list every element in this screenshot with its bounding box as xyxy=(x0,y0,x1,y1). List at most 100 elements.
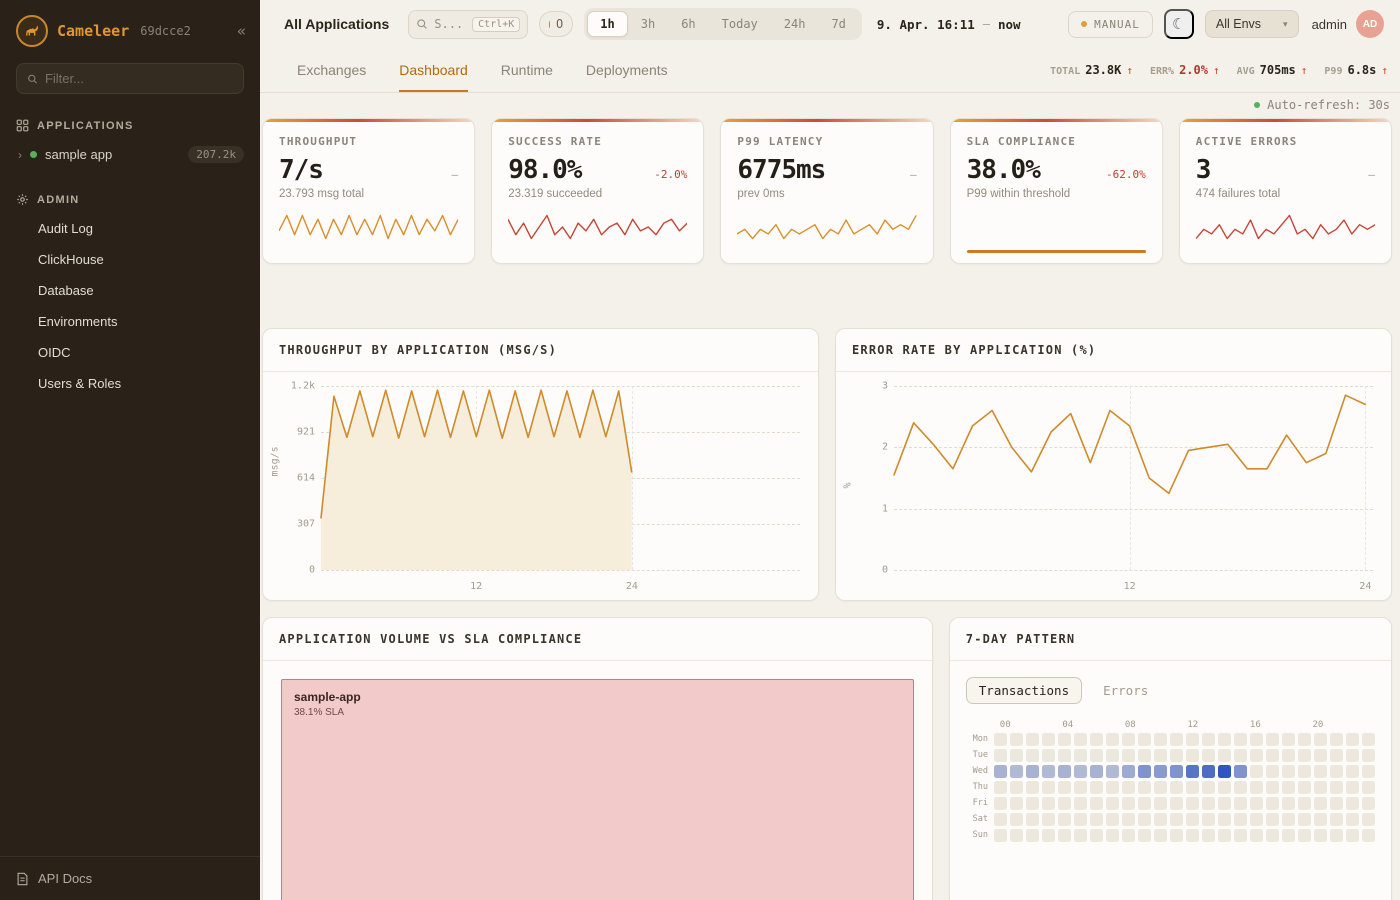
heatmap-cell[interactable] xyxy=(1106,781,1119,794)
time-range-1h[interactable]: 1h xyxy=(587,11,628,37)
heatmap-cell[interactable] xyxy=(1042,749,1055,762)
heatmap-cell[interactable] xyxy=(1154,781,1167,794)
heatmap-cell[interactable] xyxy=(994,813,1007,826)
sidebar-item-audit-log[interactable]: Audit Log xyxy=(38,221,93,236)
heatmap-cell[interactable] xyxy=(1282,749,1295,762)
heatmap-cell[interactable] xyxy=(1074,781,1087,794)
heatmap-cell[interactable] xyxy=(1026,733,1039,746)
avatar[interactable]: AD xyxy=(1356,10,1384,38)
heatmap-cell[interactable] xyxy=(1250,797,1263,810)
heatmap-cell[interactable] xyxy=(1298,797,1311,810)
heatmap-cell[interactable] xyxy=(1298,781,1311,794)
heatmap-cell[interactable] xyxy=(1362,813,1375,826)
heatmap-cell[interactable] xyxy=(1250,765,1263,778)
heatmap-cell[interactable] xyxy=(1042,781,1055,794)
heatmap-cell[interactable] xyxy=(1122,797,1135,810)
tab-dashboard[interactable]: Dashboard xyxy=(399,48,468,92)
heatmap-cell[interactable] xyxy=(1074,813,1087,826)
heatmap-cell[interactable] xyxy=(1138,733,1151,746)
heatmap-cell[interactable] xyxy=(994,829,1007,842)
heatmap-cell[interactable] xyxy=(1202,765,1215,778)
filter-input[interactable] xyxy=(44,71,233,86)
heatmap-cell[interactable] xyxy=(1074,829,1087,842)
time-range-today[interactable]: Today xyxy=(709,11,771,37)
heatmap-cell[interactable] xyxy=(1138,749,1151,762)
heatmap-cell[interactable] xyxy=(1346,781,1359,794)
sidebar-item-oidc[interactable]: OIDC xyxy=(38,345,71,360)
heatmap-cell[interactable] xyxy=(1010,733,1023,746)
heatmap-cell[interactable] xyxy=(1250,813,1263,826)
heatmap-cell[interactable] xyxy=(1330,749,1343,762)
heatmap-cell[interactable] xyxy=(994,781,1007,794)
heatmap-cell[interactable] xyxy=(1090,765,1103,778)
heatmap-cell[interactable] xyxy=(1314,733,1327,746)
heatmap-cell[interactable] xyxy=(1346,813,1359,826)
heatmap-cell[interactable] xyxy=(1282,781,1295,794)
heatmap-cell[interactable] xyxy=(1314,797,1327,810)
tab-exchanges[interactable]: Exchanges xyxy=(297,62,367,78)
heatmap-cell[interactable] xyxy=(1170,797,1183,810)
heatmap-cell[interactable] xyxy=(1362,797,1375,810)
heatmap-cell[interactable] xyxy=(1106,829,1119,842)
heatmap-cell[interactable] xyxy=(1218,781,1231,794)
heatmap-cell[interactable] xyxy=(1218,813,1231,826)
heatmap-cell[interactable] xyxy=(1122,765,1135,778)
heatmap-cell[interactable] xyxy=(1170,829,1183,842)
heatmap-cell[interactable] xyxy=(1026,765,1039,778)
sidebar-item-environments[interactable]: Environments xyxy=(38,314,118,329)
heatmap-cell[interactable] xyxy=(1106,749,1119,762)
heatmap-cell[interactable] xyxy=(1122,813,1135,826)
heatmap-cell[interactable] xyxy=(1250,733,1263,746)
heatmap-cell[interactable] xyxy=(1362,765,1375,778)
heatmap-cell[interactable] xyxy=(1202,829,1215,842)
chevron-right-icon[interactable]: › xyxy=(18,147,22,162)
heatmap-cell[interactable] xyxy=(1202,733,1215,746)
tab-runtime[interactable]: Runtime xyxy=(500,62,553,78)
heatmap-cell[interactable] xyxy=(1026,829,1039,842)
heatmap-cell[interactable] xyxy=(1090,733,1103,746)
heatmap-cell[interactable] xyxy=(1330,733,1343,746)
heatmap-cell[interactable] xyxy=(1282,765,1295,778)
heatmap-cell[interactable] xyxy=(1074,749,1087,762)
heatmap-cell[interactable] xyxy=(1186,749,1199,762)
heatmap-cell[interactable] xyxy=(1362,733,1375,746)
treemap-cell-sample-app[interactable]: sample-app 38.1% SLA xyxy=(281,679,914,900)
heatmap-cell[interactable] xyxy=(1266,813,1279,826)
heatmap-cell[interactable] xyxy=(1266,765,1279,778)
heatmap-cell[interactable] xyxy=(1234,813,1247,826)
sidebar-item-sample-app[interactable]: › sample app 207.2k xyxy=(0,139,260,170)
time-range-24h[interactable]: 24h xyxy=(771,11,819,37)
heatmap-cell[interactable] xyxy=(1042,829,1055,842)
heatmap-cell[interactable] xyxy=(1346,765,1359,778)
heatmap-cell[interactable] xyxy=(1010,781,1023,794)
heatmap-cell[interactable] xyxy=(1282,733,1295,746)
heatmap-cell[interactable] xyxy=(1074,733,1087,746)
heatmap-cell[interactable] xyxy=(1010,749,1023,762)
time-range-6h[interactable]: 6h xyxy=(668,11,708,37)
heatmap-cell[interactable] xyxy=(1314,781,1327,794)
heatmap-cell[interactable] xyxy=(1058,797,1071,810)
heatmap-cell[interactable] xyxy=(1042,733,1055,746)
sidebar-item-database[interactable]: Database xyxy=(38,283,94,298)
heatmap-cell[interactable] xyxy=(1122,733,1135,746)
heatmap-cell[interactable] xyxy=(1266,749,1279,762)
heatmap-cell[interactable] xyxy=(1186,797,1199,810)
heatmap-cell[interactable] xyxy=(1346,749,1359,762)
heatmap-cell[interactable] xyxy=(1282,797,1295,810)
heatmap-cell[interactable] xyxy=(1186,813,1199,826)
heatmap-cell[interactable] xyxy=(1090,813,1103,826)
environment-select[interactable]: All Envs ▾ xyxy=(1204,10,1299,38)
heatmap-cell[interactable] xyxy=(1330,829,1343,842)
heatmap-cell[interactable] xyxy=(1042,813,1055,826)
heatmap-cell[interactable] xyxy=(1282,813,1295,826)
heatmap-cell[interactable] xyxy=(1154,813,1167,826)
time-range-3h[interactable]: 3h xyxy=(628,11,668,37)
heatmap-cell[interactable] xyxy=(1058,829,1071,842)
heatmap-cell[interactable] xyxy=(1090,829,1103,842)
dark-mode-toggle[interactable]: ☾ xyxy=(1163,9,1194,39)
heatmap-cell[interactable] xyxy=(1058,765,1071,778)
heatmap-cell[interactable] xyxy=(1314,749,1327,762)
heatmap-cell[interactable] xyxy=(1154,733,1167,746)
heatmap-cell[interactable] xyxy=(1122,829,1135,842)
heatmap-cell[interactable] xyxy=(1138,765,1151,778)
